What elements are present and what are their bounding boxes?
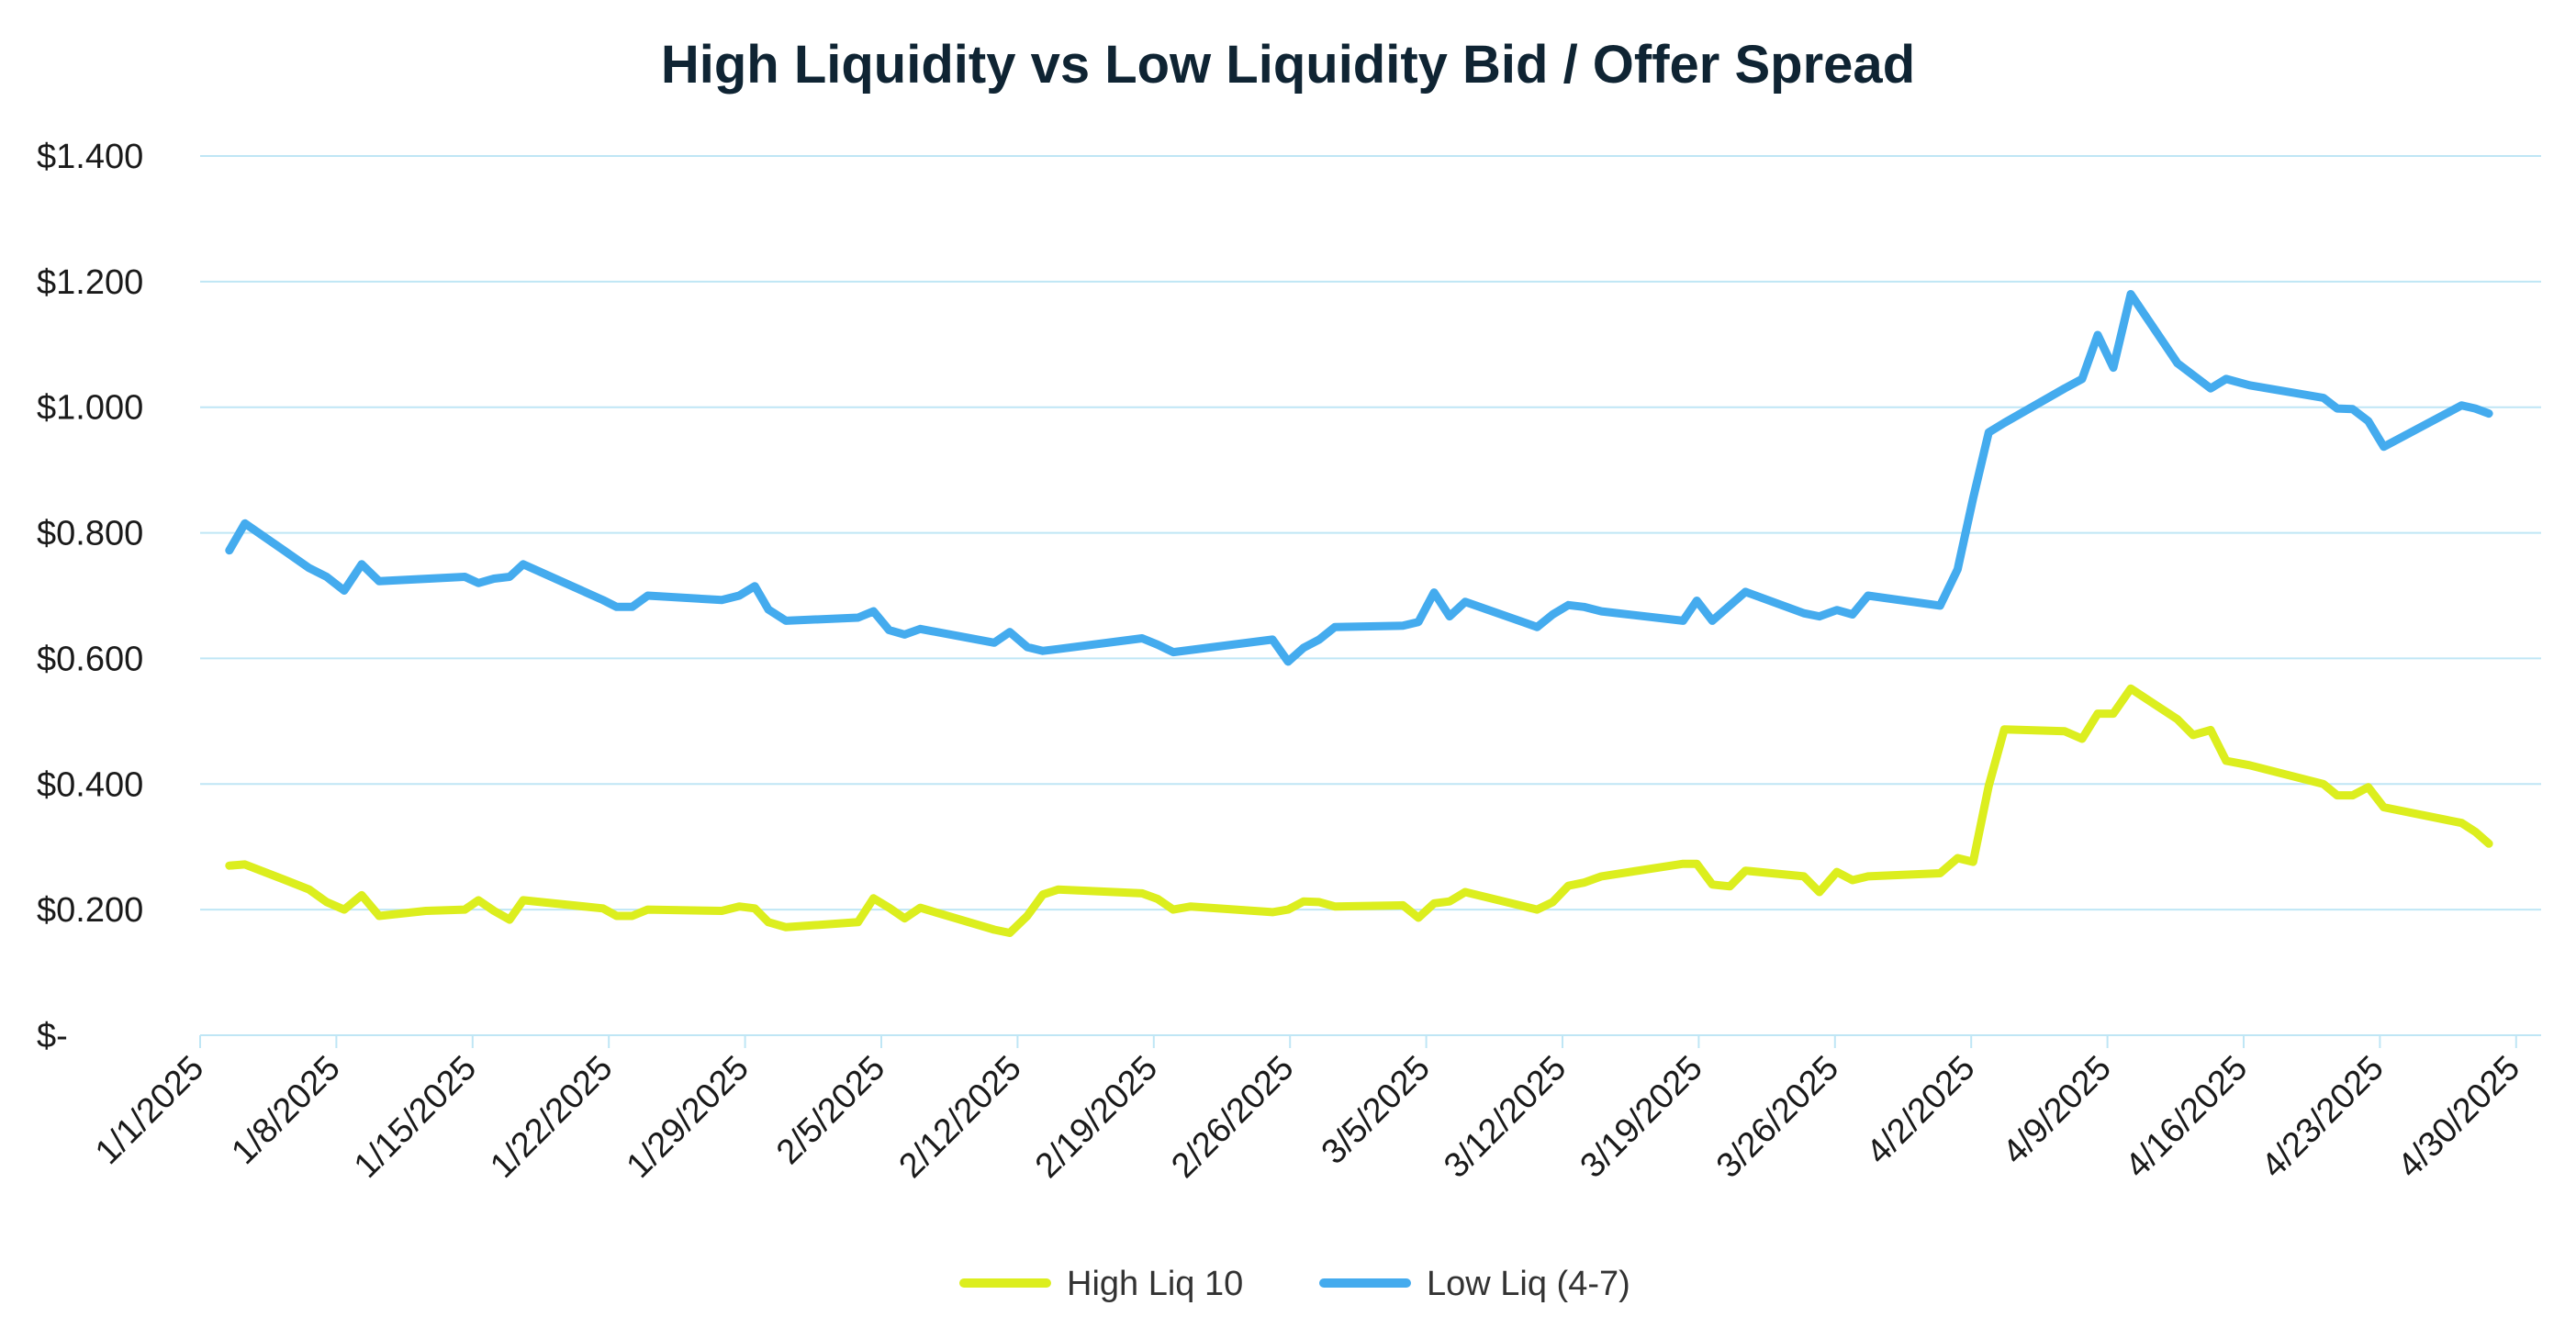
x-tick-label: 3/12/2025 <box>1437 1049 1574 1186</box>
x-axis: 1/1/2025 1/8/2025 1/15/2025 1/22/2025 1/29/2… <box>88 1035 2527 1186</box>
y-tick-label: $- <box>37 1017 68 1055</box>
x-tick-label: 2/19/2025 <box>1028 1049 1165 1186</box>
legend-label-low-liq: Low Liq (4-7) <box>1427 1265 1630 1303</box>
x-tick-label: 4/9/2025 <box>1996 1049 2119 1172</box>
x-tick-label: 4/30/2025 <box>2391 1049 2527 1186</box>
legend-label-high-liq: High Liq 10 <box>1067 1265 1243 1303</box>
y-axis: $- $0.200 $0.400 $0.600 $0.800 $1.000 $1.200 $1… <box>37 138 143 1055</box>
x-tick-label: 1/8/2025 <box>224 1049 347 1172</box>
x-tick-label: 2/12/2025 <box>892 1049 1029 1186</box>
y-tick-label: $1.400 <box>37 138 143 176</box>
y-tick-label: $0.600 <box>37 640 143 678</box>
x-tick-label: 1/29/2025 <box>620 1049 756 1186</box>
legend: High Liq 10 Low Liq (4-7) <box>959 1265 1630 1303</box>
y-tick-label: $0.200 <box>37 891 143 930</box>
y-tick-label: $1.200 <box>37 263 143 302</box>
x-tick-label: 3/5/2025 <box>1315 1049 1438 1172</box>
x-tick-label: 4/16/2025 <box>2118 1049 2255 1186</box>
x-tick-label: 1/22/2025 <box>483 1049 620 1186</box>
y-tick-label: $1.000 <box>37 389 143 428</box>
x-tick-label: 3/26/2025 <box>1709 1049 1846 1186</box>
x-tick-label: 1/15/2025 <box>347 1049 484 1186</box>
series-lines <box>225 290 2493 937</box>
x-tick-label: 4/2/2025 <box>1859 1049 1982 1172</box>
x-tick-label: 4/23/2025 <box>2255 1049 2391 1186</box>
series-line-high-liq <box>225 684 2493 937</box>
y-tick-label: $0.400 <box>37 765 143 804</box>
series-line-low-liq <box>225 290 2493 666</box>
chart-title: High Liquidity vs Low Liquidity Bid / Of… <box>661 35 1915 95</box>
x-tick-label: 1/1/2025 <box>88 1049 211 1172</box>
x-tick-label: 2/5/2025 <box>769 1049 892 1172</box>
x-tick-label: 2/26/2025 <box>1164 1049 1301 1186</box>
y-tick-label: $0.800 <box>37 515 143 553</box>
x-tick-label: 3/19/2025 <box>1574 1049 1710 1186</box>
